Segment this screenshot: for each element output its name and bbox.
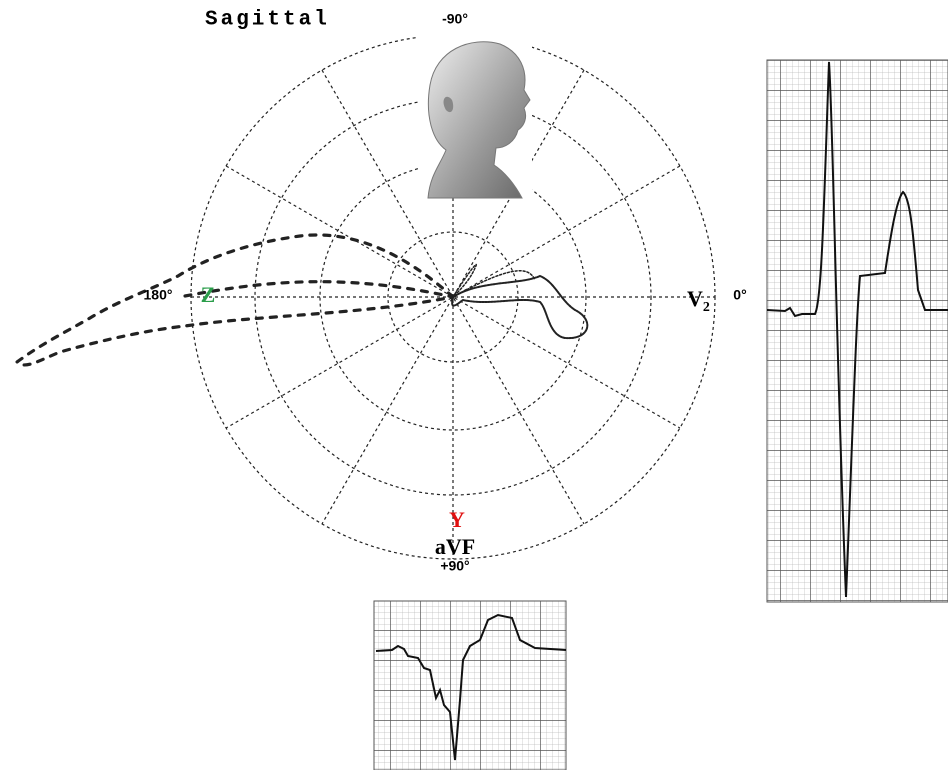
angle-label: +90° (440, 558, 469, 574)
v2-sub: 2 (703, 300, 710, 315)
z-label: Z (201, 282, 216, 307)
angle-label: -90° (442, 11, 468, 27)
v2-main: V (687, 286, 703, 311)
head-image (418, 30, 532, 198)
y-label: Y (449, 507, 465, 532)
diagram: Sagittal -90° 180° 0° +90° Z V2 Y aVF (0, 0, 948, 770)
avf-label: aVF (435, 534, 475, 559)
title: Sagittal (205, 9, 330, 32)
angle-label: 180° (144, 287, 173, 303)
v2-label: V2 (687, 286, 710, 315)
ecg-bottom (374, 601, 566, 770)
ecg-right (767, 60, 948, 602)
angle-label: 0° (733, 287, 746, 303)
